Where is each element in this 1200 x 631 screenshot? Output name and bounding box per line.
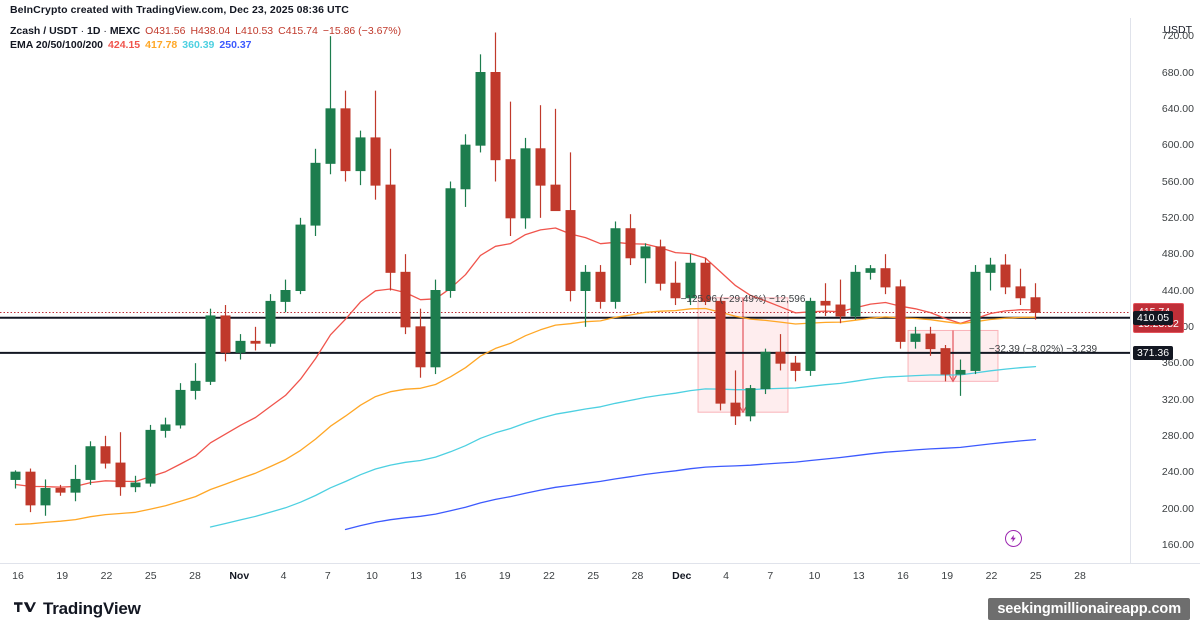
time-tick: 28 bbox=[631, 570, 644, 582]
time-tick: 22 bbox=[985, 570, 998, 582]
price-tick: 280.00 bbox=[1161, 429, 1194, 442]
footer-bar: TradingView seekingmillionaireapp.com bbox=[0, 590, 1200, 631]
time-tick: 4 bbox=[280, 570, 287, 582]
measurement-label-2: −32.39 (−8.02%) −3,239 bbox=[988, 344, 1098, 356]
time-tick: 10 bbox=[366, 570, 378, 582]
legend-high-value: 438.04 bbox=[198, 25, 231, 37]
time-tick: 22 bbox=[543, 570, 555, 582]
legend-open-label: O bbox=[145, 25, 154, 37]
legend-ema50-value: 417.78 bbox=[145, 38, 178, 51]
time-tick: Dec bbox=[672, 570, 692, 582]
price-axis[interactable]: USDT 720.00 680.00 640.00 600.00 560.00 520.0… bbox=[1130, 18, 1200, 563]
flash-icon[interactable] bbox=[1005, 529, 1022, 547]
tradingview-brand[interactable]: TradingView bbox=[14, 599, 141, 619]
price-axis-unit: USDT bbox=[1163, 24, 1192, 36]
time-tick: 22 bbox=[100, 570, 113, 582]
candlestick-svg bbox=[0, 32, 1130, 531]
price-tick: 480.00 bbox=[1161, 248, 1194, 261]
time-tick: Nov bbox=[229, 570, 250, 582]
tradingview-logo-icon bbox=[14, 602, 36, 613]
price-tick: 680.00 bbox=[1161, 66, 1194, 79]
legend-low-label: L bbox=[235, 25, 242, 37]
time-tick: 28 bbox=[1074, 570, 1086, 582]
time-tick: 19 bbox=[941, 570, 954, 582]
price-tick: 320.00 bbox=[1161, 393, 1194, 406]
legend-ema200-value: 250.37 bbox=[219, 38, 252, 51]
site-watermark: seekingmillionaireapp.com bbox=[988, 598, 1190, 620]
legend-interval[interactable]: 1D bbox=[87, 25, 101, 37]
price-tick: 440.00 bbox=[1161, 284, 1194, 297]
legend-ema-label[interactable]: EMA 20/50/100/200 bbox=[10, 38, 104, 51]
price-tick: 520.00 bbox=[1161, 211, 1194, 224]
legend-close-value: 415.74 bbox=[285, 25, 318, 37]
legend-close-label: C bbox=[278, 25, 286, 37]
price-tick: 640.00 bbox=[1161, 102, 1194, 115]
time-tick: 7 bbox=[767, 570, 774, 582]
time-tick: 28 bbox=[189, 570, 201, 582]
time-tick: 16 bbox=[12, 570, 24, 582]
chart-plot-area[interactable]: −125.96 (−29.49%) −12,596 −32.39 (−8.02%… bbox=[0, 18, 1130, 563]
attribution-text: BeInCrypto created with TradingView.com,… bbox=[10, 4, 349, 16]
time-tick: 25 bbox=[587, 570, 600, 582]
time-axis[interactable]: 16 19 22 25 28 Nov 4 7 10 13 16 19 22 25 28 Dec 4 7 10 13 16… bbox=[0, 563, 1200, 590]
measurement-label-1: −125.96 (−29.49%) −12,596 bbox=[680, 294, 806, 306]
price-tick: 560.00 bbox=[1161, 175, 1194, 188]
price-tick: 600.00 bbox=[1161, 139, 1194, 152]
time-tick: 16 bbox=[897, 570, 909, 582]
price-tick: 200.00 bbox=[1161, 502, 1194, 515]
legend-high-label: H bbox=[190, 25, 199, 37]
lightning-bolt-glyph bbox=[1010, 534, 1016, 542]
time-tick: 4 bbox=[723, 570, 729, 582]
tradingview-brand-name: TradingView bbox=[43, 599, 141, 618]
chart-legend: Zcash / USDT · 1D · MEXC O431.56 H438.04 L4… bbox=[10, 25, 401, 52]
time-tick: 10 bbox=[808, 570, 821, 582]
legend-ema-row: EMA 20/50/100/200 424.15 417.78 360.39 250.3… bbox=[10, 39, 401, 53]
time-tick: 19 bbox=[498, 570, 511, 582]
price-tick: 720.00 bbox=[1161, 30, 1194, 43]
legend-ohlc-row: Zcash / USDT · 1D · MEXC O431.56 H438.04 L4… bbox=[10, 25, 402, 37]
legend-symbol[interactable]: Zcash / USDT bbox=[10, 25, 78, 37]
time-tick: 25 bbox=[1029, 570, 1042, 582]
price-tick: 360.00 bbox=[1161, 357, 1194, 370]
time-tick: 13 bbox=[410, 570, 423, 582]
price-tick: 160.00 bbox=[1161, 538, 1194, 551]
legend-exchange[interactable]: MEXC bbox=[109, 25, 141, 37]
time-tick: 16 bbox=[454, 570, 467, 582]
legend-change-value: −15.86 (−3.67%) bbox=[322, 25, 402, 37]
time-tick: 13 bbox=[852, 570, 865, 582]
price-level-lower-badge[interactable]: 371.36 bbox=[1133, 345, 1174, 360]
legend-ema100-value: 360.39 bbox=[182, 38, 215, 51]
time-tick: 19 bbox=[56, 570, 69, 582]
legend-ema20-value: 424.15 bbox=[108, 38, 141, 51]
price-tick: 240.00 bbox=[1161, 466, 1194, 479]
legend-low-value: 410.53 bbox=[241, 25, 274, 37]
time-tick: 7 bbox=[324, 570, 331, 582]
price-level-upper-badge[interactable]: 410.05 bbox=[1133, 310, 1174, 325]
time-tick: 25 bbox=[144, 570, 157, 582]
legend-open-value: 431.56 bbox=[153, 25, 186, 37]
